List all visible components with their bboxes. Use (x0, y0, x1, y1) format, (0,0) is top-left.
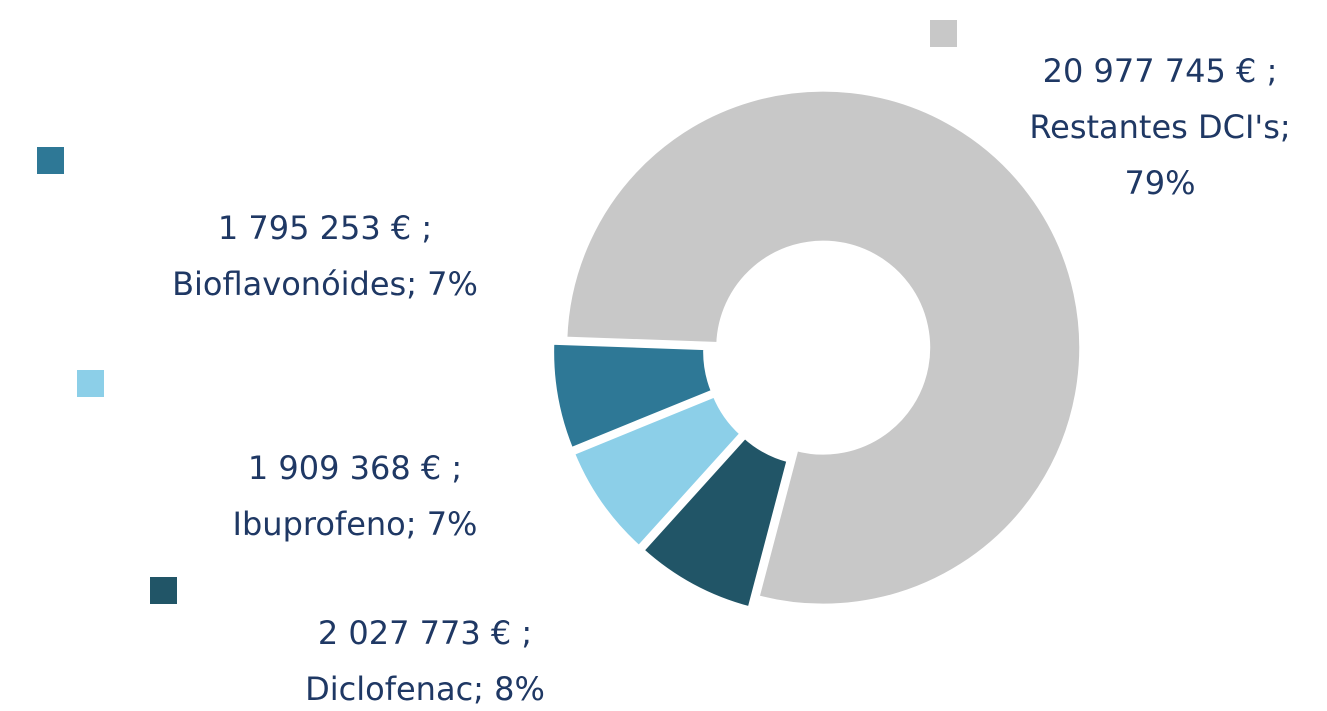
data-label: Ibuprofeno; 7% (233, 505, 478, 543)
legend-swatch (930, 20, 957, 47)
donut-slice (570, 392, 745, 551)
data-label: 2 027 773 € ; (318, 614, 532, 652)
donut-slice (639, 433, 791, 611)
donut-slice (550, 340, 716, 452)
data-label: Bioflavonóides; 7% (172, 265, 478, 303)
donut-slice (563, 87, 1084, 608)
data-label: 79% (1124, 164, 1195, 202)
data-label: Restantes DCI's; (1029, 108, 1290, 146)
data-label: 20 977 745 € ; (1043, 52, 1278, 90)
legend-swatch (37, 147, 64, 174)
legend-swatch (77, 370, 104, 397)
data-label: 1 795 253 € ; (218, 209, 432, 247)
data-label: 1 909 368 € ; (248, 449, 462, 487)
data-label: Diclofenac; 8% (305, 670, 545, 708)
legend-swatch (150, 577, 177, 604)
